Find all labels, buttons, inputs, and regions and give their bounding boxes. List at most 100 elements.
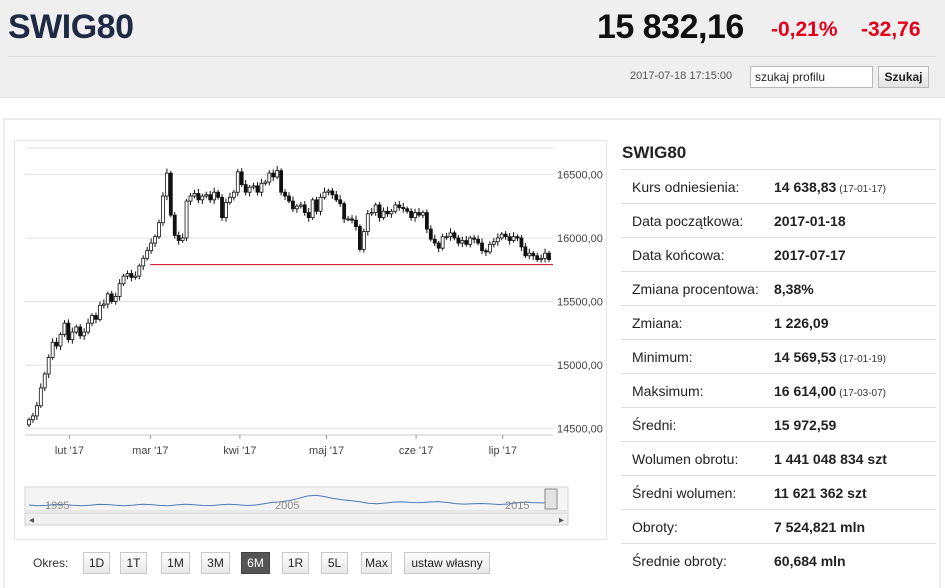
stat-value-text: 8,38% xyxy=(774,280,814,297)
scroll-left-arrow[interactable]: ◂ xyxy=(29,515,34,526)
chart-canvas[interactable]: 16500,00 16000,00 15500,00 15000,00 14500,00… xyxy=(15,141,608,541)
candle-body xyxy=(413,212,417,219)
stat-value: 14 569,53 (17-01-19) xyxy=(774,339,936,374)
candle-body xyxy=(196,193,201,201)
period-button-ustaw-własny[interactable]: ustaw własny xyxy=(404,552,490,574)
stat-date: (17-01-19) xyxy=(839,353,886,365)
stat-value: 2017-01-18 xyxy=(774,203,936,238)
profile-search-input[interactable] xyxy=(750,66,873,88)
candle-body xyxy=(247,186,252,193)
candle-body xyxy=(472,237,477,240)
candle-body xyxy=(389,210,394,215)
period-button-3m[interactable]: 3M xyxy=(201,552,230,574)
stat-value: 15 972,59 xyxy=(774,407,936,442)
candle-body xyxy=(342,203,347,220)
candle-body xyxy=(74,326,79,333)
candle-body xyxy=(279,170,284,193)
price-chart[interactable]: 16500,00 16000,00 15500,00 15000,00 14500,00… xyxy=(14,140,607,540)
candle-body xyxy=(338,199,343,205)
stat-label: Data końcowa: xyxy=(621,237,774,272)
candle-body xyxy=(428,228,433,240)
candle-body xyxy=(480,242,484,252)
period-button-6m[interactable]: 6M xyxy=(241,552,270,574)
candle-body xyxy=(287,195,291,202)
candle-body xyxy=(220,196,224,219)
candle-body xyxy=(153,236,157,244)
candle-body xyxy=(145,250,150,259)
stat-label: Data początkowa: xyxy=(621,203,774,238)
candle-body xyxy=(495,237,500,243)
period-button-5l[interactable]: 5L xyxy=(321,552,348,574)
candle-body xyxy=(401,207,406,210)
candle-body xyxy=(216,191,220,198)
change-percent: -0,21% xyxy=(771,18,838,41)
candle-body xyxy=(393,204,398,212)
candle-body xyxy=(204,194,209,197)
candle-body xyxy=(208,194,213,201)
candle-body xyxy=(424,212,429,230)
candle-body xyxy=(523,246,528,257)
candle-body xyxy=(27,419,31,426)
candle-body xyxy=(539,257,544,260)
stat-row: Data początkowa: 2017-01-18 xyxy=(621,203,936,238)
y-tick-label: 15500,00 xyxy=(557,297,603,309)
stat-label: Zmiana procentowa: xyxy=(621,271,774,306)
candle-body xyxy=(491,241,496,245)
candle-body xyxy=(444,236,449,239)
candle-body xyxy=(354,219,358,227)
stat-label: Zmiana: xyxy=(621,305,774,340)
period-button-max[interactable]: Max xyxy=(361,552,392,574)
candle-body xyxy=(298,204,303,207)
candle-body xyxy=(94,315,98,320)
period-button-1r[interactable]: 1R xyxy=(282,552,309,574)
stat-value-text: 2017-07-17 xyxy=(774,246,846,263)
stat-value-text: 14 638,83 xyxy=(774,178,837,195)
navigator-handle[interactable] xyxy=(544,488,558,510)
scroll-right-arrow[interactable]: ▸ xyxy=(559,515,564,526)
candle-body xyxy=(358,226,362,250)
candle-body xyxy=(385,210,390,215)
candle-body xyxy=(330,190,335,196)
candle-body xyxy=(452,232,457,239)
candle-body xyxy=(302,204,307,213)
candle-body xyxy=(228,196,232,203)
candle-body xyxy=(172,214,177,236)
change-absolute: -32,76 xyxy=(861,18,921,41)
candle-body xyxy=(180,237,185,241)
stat-value-text: 2017-01-18 xyxy=(774,212,846,229)
period-button-1t[interactable]: 1T xyxy=(120,552,147,574)
candle-body xyxy=(409,210,414,219)
candle-body xyxy=(448,232,453,238)
candle-body xyxy=(291,200,295,210)
period-button-1d[interactable]: 1D xyxy=(83,552,110,574)
candle-body xyxy=(82,331,87,337)
candle-body xyxy=(149,242,154,252)
candle-body xyxy=(101,303,106,306)
candle-body xyxy=(129,273,134,278)
candle-body xyxy=(98,304,102,320)
candle-body xyxy=(350,218,354,221)
navigator-label: 1995 xyxy=(45,500,69,512)
candle-body xyxy=(243,184,248,193)
stat-label: Kurs odniesienia: xyxy=(621,169,774,204)
stat-row: Zmiana procentowa: 8,38% xyxy=(621,271,936,306)
stat-value-text: 1 226,09 xyxy=(774,314,829,331)
stat-label: Średni wolumen: xyxy=(621,475,774,510)
stat-value-text: 60,684 mln xyxy=(774,552,846,569)
candle-body xyxy=(212,191,217,201)
candle-body xyxy=(440,236,445,249)
candle-body xyxy=(188,195,193,202)
candle-body xyxy=(251,185,256,188)
scrollbar-track xyxy=(24,512,569,526)
candle-body xyxy=(90,315,94,324)
x-tick-label: lut '17 xyxy=(55,445,84,457)
stat-value: 60,684 mln xyxy=(774,543,936,578)
stat-label: Obroty: xyxy=(621,509,774,544)
candle-body xyxy=(365,213,370,233)
candle-body xyxy=(231,191,236,198)
candle-body xyxy=(432,238,437,244)
period-button-1m[interactable]: 1M xyxy=(161,552,190,574)
search-button[interactable]: Szukaj xyxy=(878,66,929,88)
candle-body xyxy=(326,190,331,193)
candle-body xyxy=(42,373,47,389)
